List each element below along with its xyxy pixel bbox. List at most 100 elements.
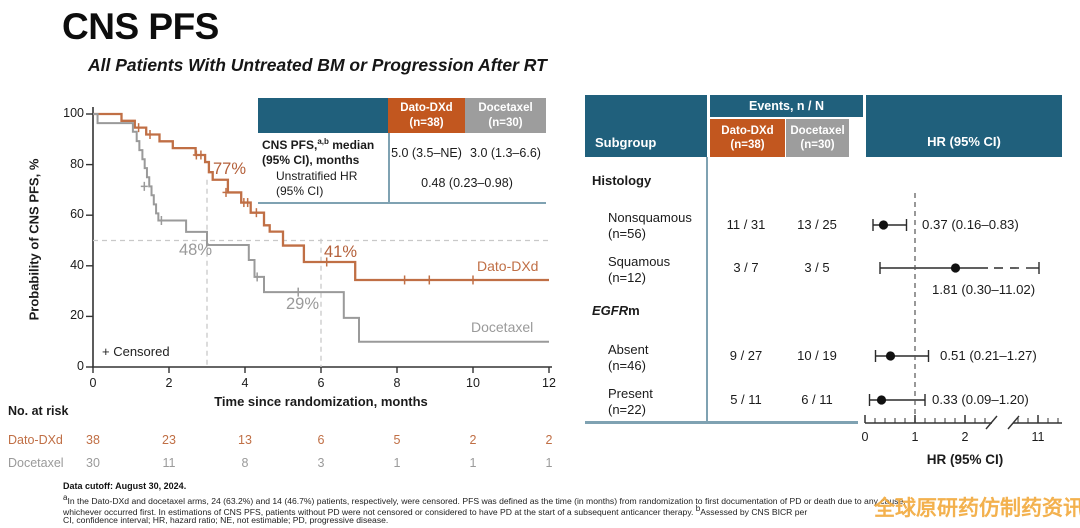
km-x-tick-label: 12 xyxy=(542,376,556,390)
km-table-datodxd-n: (n=38) xyxy=(409,116,444,129)
forest-events-doce: 6 / 11 xyxy=(801,392,833,407)
km-y-tick-label: 20 xyxy=(70,308,84,323)
landmark-29%: 29% xyxy=(286,295,320,313)
at-risk-value: 2 xyxy=(469,433,477,447)
at-risk-value: 5 xyxy=(393,433,401,447)
km-table-median-dato: 5.0 (3.5–NE) xyxy=(391,146,462,160)
forest-header-dato-cell: Dato-DXd (n=38) xyxy=(710,119,785,157)
forest-events-doce: 10 / 19 xyxy=(797,348,837,363)
forest-tick-label-0: 0 xyxy=(861,430,869,444)
axis-break-slash xyxy=(1007,415,1020,430)
at-risk-value: 3 xyxy=(317,456,325,470)
forest-header-doce-name: Docetaxel xyxy=(790,124,845,137)
at-risk-value: 8 xyxy=(241,456,249,470)
km-table-hr-label: Unstratified HR (95% CI) xyxy=(276,169,386,199)
forest-subgroup-name: Nonsquamous xyxy=(608,210,692,225)
median-label-pre: CNS PFS, xyxy=(262,138,318,152)
forest-hr-label: 0.33 (0.09–1.20) xyxy=(932,392,1029,407)
km-y-tick-label: 40 xyxy=(70,257,84,272)
median-label-post: median xyxy=(328,138,375,152)
at-risk-value: 23 xyxy=(162,433,176,447)
forest-subgroup-n: (n=22) xyxy=(608,402,646,417)
forest-events-doce: 3 / 5 xyxy=(804,260,830,275)
axis-break-slash xyxy=(985,415,998,430)
km-y-axis-title: Probability of CNS PFS, % xyxy=(26,158,42,321)
forest-hr-label: 0.37 (0.16–0.83) xyxy=(922,217,1019,232)
forest-tick-label-2: 2 xyxy=(961,430,969,444)
km-table-hr-value: 0.48 (0.23–0.98) xyxy=(421,176,513,190)
km-x-axis-title: Time since randomization, months xyxy=(214,394,428,409)
km-x-tick-label: 6 xyxy=(317,376,325,390)
at-risk-value: 1 xyxy=(393,456,401,470)
hr-point xyxy=(878,220,889,230)
forest-header-dato-name: Dato-DXd xyxy=(721,124,774,137)
footnote-a-line1: aIn the Dato-DXd and docetaxel arms, 24 … xyxy=(63,493,906,506)
footnote-a-sup: a xyxy=(63,493,68,502)
forest-header-hr: HR (95% CI) xyxy=(927,134,1001,149)
hr-point xyxy=(885,351,896,361)
abbreviations: CI, confidence interval; HR, hazard rati… xyxy=(63,515,389,525)
km-y-tick-label: 100 xyxy=(63,106,84,120)
forest-header-events: Events, n / N xyxy=(748,99,825,113)
forest-subgroup-n: (n=46) xyxy=(608,358,646,373)
at-risk-row-label-docetaxel: Docetaxel xyxy=(8,456,64,470)
page-subtitle: All Patients With Untreated BM or Progre… xyxy=(88,55,547,75)
watermark: 全球原研药仿制药资讯 xyxy=(874,497,1080,520)
forest-subgroup-name: Squamous xyxy=(608,254,671,269)
at-risk-value: 11 xyxy=(162,456,176,470)
page-title: CNS PFS xyxy=(62,6,219,47)
forest-header-hr-cell: HR (95% CI) xyxy=(866,95,1062,157)
km-x-tick-label: 8 xyxy=(393,376,401,390)
at-risk-value: 30 xyxy=(86,456,100,470)
km-x-tick-label: 10 xyxy=(466,376,480,390)
data-cutoff: Data cutoff: August 30, 2024. xyxy=(63,481,187,491)
km-table-corner-cell xyxy=(258,98,388,133)
km-table-underline xyxy=(258,202,546,204)
forest-group-egfr: EGFRm xyxy=(592,303,640,318)
forest-subgroup-name: Present xyxy=(608,386,653,401)
forest-hr-label: 1.81 (0.30–11.02) xyxy=(932,282,1036,297)
at-risk-title: No. at risk xyxy=(8,404,69,418)
at-risk-value: 1 xyxy=(545,456,553,470)
landmark-77%: 77% xyxy=(213,160,247,178)
km-table-datodxd-name: Dato-DXd xyxy=(400,102,453,115)
forest-tick-label-11: 11 xyxy=(1031,430,1045,444)
forest-subgroup-n: (n=12) xyxy=(608,270,646,285)
hr-point xyxy=(876,395,887,405)
footnote-a-line2: whichever occurred first. In estimations… xyxy=(63,504,807,517)
km-x-tick-label: 2 xyxy=(165,376,173,390)
km-table-docetaxel-name: Docetaxel xyxy=(478,102,533,115)
hr-label-line1: Unstratified HR xyxy=(276,169,358,183)
footnote-b-text: Assessed by CNS BICR per xyxy=(700,506,808,517)
km-table-divider xyxy=(388,133,390,202)
dato-dxd-curve xyxy=(93,112,549,282)
forest-header-doce-cell: Docetaxel (n=30) xyxy=(786,119,849,157)
km-table-datodxd-header: Dato-DXd (n=38) xyxy=(388,98,465,133)
km-table-median-doce: 3.0 (1.3–6.6) xyxy=(470,146,541,160)
at-risk-value: 1 xyxy=(469,456,477,470)
forest-subgroup-n: (n=56) xyxy=(608,226,646,241)
forest-header-doce-n: (n=30) xyxy=(800,139,835,151)
forest-header-events-cell: Events, n / N xyxy=(710,95,863,117)
at-risk-value: 2 xyxy=(545,433,553,447)
forest-group-italic: EGFR xyxy=(592,303,629,318)
curve-label-dato-dxd: Dato-DXd xyxy=(477,258,539,274)
km-table-median-label: CNS PFS,a,b median (95% CI), months xyxy=(262,137,386,168)
forest-header-subgroup: Subgroup xyxy=(595,135,657,150)
forest-events-dato: 9 / 27 xyxy=(729,348,763,363)
forest-bottom-rule xyxy=(585,421,858,424)
km-y-tick-label: 80 xyxy=(70,156,84,171)
footnote-b-sup: b xyxy=(695,504,701,513)
median-label-line2: (95% CI), months xyxy=(262,152,360,167)
forest-events-dato: 11 / 31 xyxy=(726,217,766,232)
km-x-tick-label: 0 xyxy=(89,376,97,390)
hr-label-line2: (95% CI) xyxy=(276,183,324,198)
footnote-a-text: In the Dato-DXd and docetaxel arms, 24 (… xyxy=(67,495,906,506)
km-table-docetaxel-header: Docetaxel (n=30) xyxy=(465,98,546,133)
censored-note: + Censored xyxy=(102,344,170,359)
landmark-48%: 48% xyxy=(179,241,213,259)
km-y-tick-label: 60 xyxy=(70,207,84,222)
forest-header-dato-n: (n=38) xyxy=(730,139,765,151)
